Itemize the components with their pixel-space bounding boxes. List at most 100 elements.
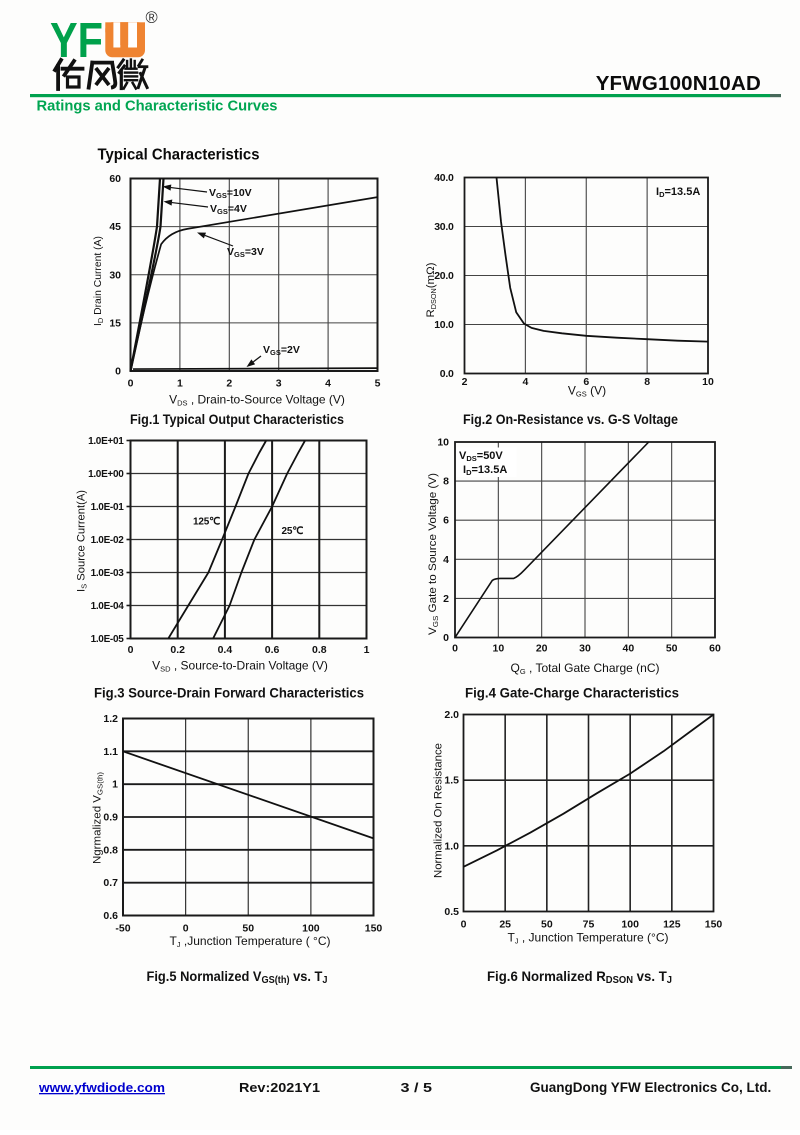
svg-text:0.8: 0.8 — [312, 644, 327, 656]
svg-text:0.5: 0.5 — [444, 906, 459, 918]
svg-text:125℃: 125℃ — [193, 517, 220, 528]
svg-text:VGS (V): VGS (V) — [568, 384, 606, 399]
svg-text:®: ® — [146, 9, 158, 27]
svg-text:0: 0 — [115, 366, 121, 378]
svg-text:100: 100 — [621, 919, 639, 931]
svg-text:50: 50 — [666, 643, 678, 655]
svg-text:10: 10 — [702, 376, 714, 388]
svg-text:Fig.6 Normalized RDSON vs. TJ: Fig.6 Normalized RDSON vs. TJ — [487, 968, 672, 986]
svg-text:1.0E-04: 1.0E-04 — [91, 601, 125, 612]
svg-text:8: 8 — [644, 376, 650, 388]
svg-text:0.2: 0.2 — [170, 644, 185, 656]
svg-text:125: 125 — [663, 919, 681, 931]
svg-text:0: 0 — [461, 919, 467, 931]
svg-text:2: 2 — [462, 376, 468, 388]
svg-text:VSD , Source-to-Drain Voltage: VSD , Source-to-Drain Voltage (V) — [152, 659, 328, 674]
svg-text:-50: -50 — [115, 923, 130, 935]
svg-text:Typical Characteristics: Typical Characteristics — [98, 147, 260, 164]
svg-text:VGS=4V: VGS=4V — [210, 203, 247, 216]
svg-text:VGS=3V: VGS=3V — [227, 246, 264, 259]
svg-text:VGS=2V: VGS=2V — [263, 344, 300, 357]
svg-text:Fig.1 Typical Output Character: Fig.1 Typical Output Characteristics — [130, 411, 344, 427]
svg-text:75: 75 — [583, 919, 595, 931]
svg-text:6: 6 — [583, 376, 589, 388]
svg-text:Normalized On Resistance: Normalized On Resistance — [433, 743, 445, 878]
svg-text:VDS=50V: VDS=50V — [459, 450, 503, 463]
svg-text:45: 45 — [109, 221, 121, 233]
svg-text:Ngrmalized VGS(th): Ngrmalized VGS(th) — [92, 771, 105, 864]
svg-text:10: 10 — [437, 437, 449, 449]
svg-text:GuangDong YFW Electronics Co,: GuangDong YFW Electronics Co, Ltd. — [530, 1080, 771, 1095]
svg-text:IS Source Current(A): IS Source Current(A) — [76, 490, 89, 592]
svg-text:4: 4 — [522, 376, 528, 388]
svg-text:VDS , Drain-to-Source Voltage: VDS , Drain-to-Source Voltage (V) — [169, 393, 345, 408]
svg-text:0: 0 — [183, 923, 189, 935]
svg-text:150: 150 — [705, 919, 723, 931]
svg-text:TJ , Junction Temperature (°C): TJ , Junction Temperature (°C) — [507, 931, 668, 946]
svg-text:30: 30 — [109, 269, 121, 281]
svg-text:20.0: 20.0 — [434, 270, 454, 282]
svg-text:Fig.5 Normalized VGS(th) vs. T: Fig.5 Normalized VGS(th) vs. TJ — [147, 968, 328, 986]
svg-text:Rev:2021Y1: Rev:2021Y1 — [239, 1081, 320, 1095]
svg-text:ID Drain Current (A): ID Drain Current (A) — [92, 236, 105, 326]
svg-text:1.0E+00: 1.0E+00 — [88, 469, 124, 480]
svg-text:VGS Gate to Source Voltage (V: VGS Gate to Source Voltage (V) — [427, 473, 440, 635]
svg-text:ID=13.5A: ID=13.5A — [656, 186, 700, 199]
svg-text:0.6: 0.6 — [103, 910, 118, 922]
svg-text:0.9: 0.9 — [103, 812, 118, 824]
svg-text:0.4: 0.4 — [218, 644, 233, 656]
svg-text:1.1: 1.1 — [103, 746, 118, 758]
svg-text:0.8: 0.8 — [103, 844, 118, 856]
svg-text:2.0: 2.0 — [444, 709, 459, 721]
svg-text:Fig.2 On-Resistance vs. G-S Vo: Fig.2 On-Resistance vs. G-S Voltage — [463, 411, 678, 427]
svg-text:YF: YF — [50, 14, 103, 68]
svg-text:1: 1 — [364, 644, 370, 656]
svg-text:50: 50 — [541, 919, 553, 931]
svg-text:60: 60 — [109, 173, 121, 185]
svg-text:1.0: 1.0 — [444, 840, 459, 852]
svg-text:3 / 5: 3 / 5 — [401, 1081, 433, 1095]
svg-text:40.0: 40.0 — [434, 172, 454, 184]
svg-text:0: 0 — [128, 644, 134, 656]
svg-text:0: 0 — [443, 632, 449, 644]
svg-text:1.0E-05: 1.0E-05 — [91, 634, 125, 645]
svg-text:0: 0 — [128, 378, 134, 390]
svg-text:25: 25 — [499, 919, 511, 931]
svg-text:30: 30 — [579, 643, 591, 655]
svg-text:15: 15 — [109, 317, 121, 329]
svg-text:10: 10 — [492, 643, 504, 655]
svg-text:30.0: 30.0 — [434, 221, 454, 233]
svg-text:20: 20 — [536, 643, 548, 655]
svg-text:1.0E+01: 1.0E+01 — [88, 436, 124, 447]
svg-text:QG , Total Gate Charge (nC): QG , Total Gate Charge (nC) — [510, 661, 659, 676]
svg-text:1.0E-02: 1.0E-02 — [91, 535, 125, 546]
svg-text:1: 1 — [112, 779, 118, 791]
svg-text:0.7: 0.7 — [103, 877, 118, 889]
svg-text:25℃: 25℃ — [282, 526, 304, 537]
svg-text:www.yfwdiode.com: www.yfwdiode.com — [38, 1080, 165, 1095]
svg-text:150: 150 — [365, 923, 383, 935]
svg-text:1.5: 1.5 — [444, 775, 459, 787]
svg-text:Fig.3 Source-Drain Forward Cha: Fig.3 Source-Drain Forward Characteristi… — [94, 685, 364, 701]
svg-text:5: 5 — [375, 378, 381, 390]
svg-text:2: 2 — [226, 378, 232, 390]
svg-text:50: 50 — [242, 923, 254, 935]
svg-text:60: 60 — [709, 643, 721, 655]
svg-text:6: 6 — [443, 515, 449, 527]
svg-text:VGS=10V: VGS=10V — [209, 187, 252, 200]
svg-text:0.0: 0.0 — [440, 368, 454, 380]
svg-text:100: 100 — [302, 923, 320, 935]
svg-text:1.0E-01: 1.0E-01 — [91, 502, 125, 513]
svg-text:4: 4 — [443, 554, 449, 566]
svg-text:10.0: 10.0 — [434, 319, 454, 331]
svg-text:Fig.4 Gate-Charge Characterist: Fig.4 Gate-Charge Characteristics — [465, 685, 679, 701]
svg-text:TJ ,Junction Temperature ( °C): TJ ,Junction Temperature ( °C) — [169, 934, 330, 949]
svg-text:3: 3 — [276, 378, 282, 390]
svg-text:ID=13.5A: ID=13.5A — [463, 464, 507, 477]
svg-text:4: 4 — [325, 378, 331, 390]
svg-text:1.0E-03: 1.0E-03 — [91, 568, 125, 579]
svg-text:1: 1 — [177, 378, 183, 390]
svg-text:YFWG100N10AD: YFWG100N10AD — [596, 72, 761, 95]
svg-text:0: 0 — [452, 643, 458, 655]
svg-text:2: 2 — [443, 593, 449, 605]
